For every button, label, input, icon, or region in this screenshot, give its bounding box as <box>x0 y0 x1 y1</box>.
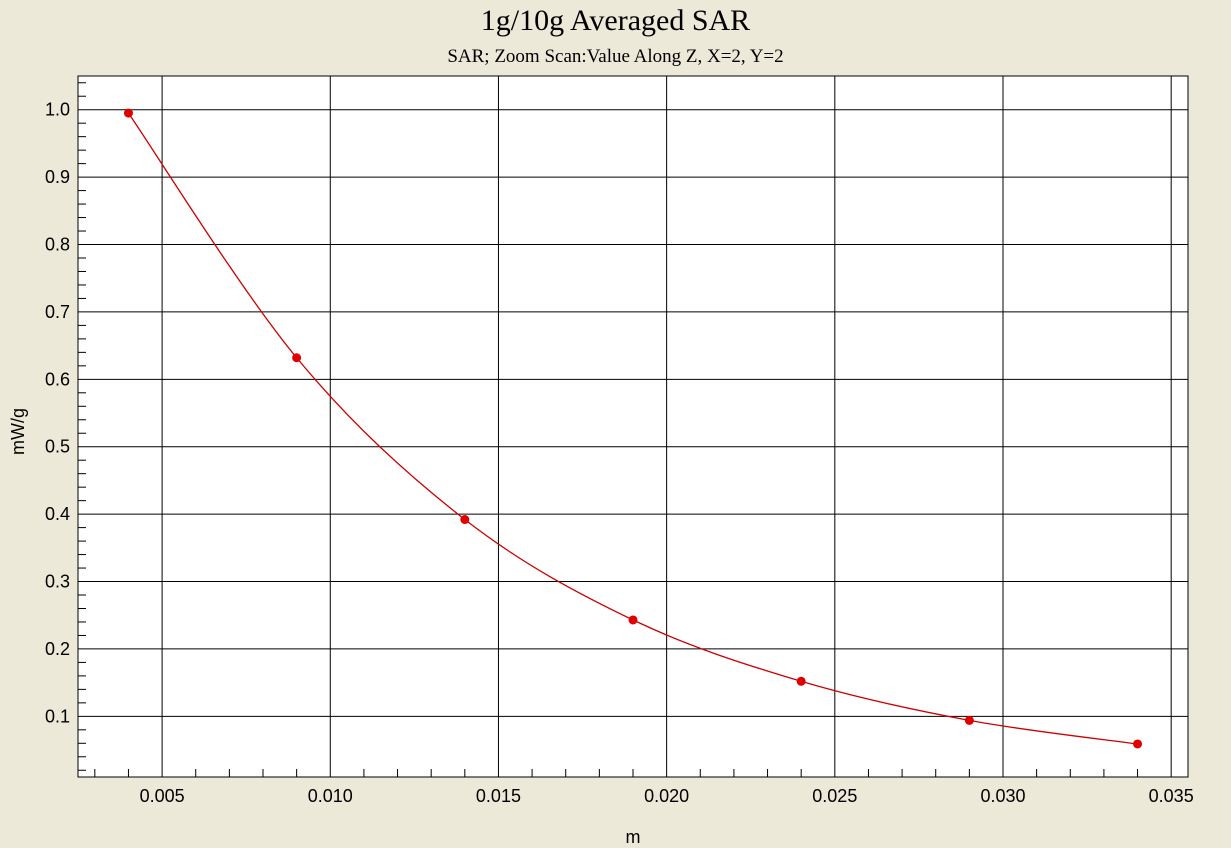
y-axis-label: mW/g <box>8 408 28 455</box>
y-tick-labels: 0.1 0.2 0.3 0.4 0.5 0.6 0.7 0.8 0.9 1.0 <box>45 100 70 727</box>
x-axis-label: m <box>626 827 641 847</box>
data-point <box>292 353 302 363</box>
grid-lines <box>78 76 1188 777</box>
x-tick-label: 0.015 <box>476 786 521 806</box>
y-tick-label: 0.6 <box>45 369 70 389</box>
data-point <box>628 615 638 625</box>
y-tick-label: 0.9 <box>45 167 70 187</box>
y-tick-label: 0.8 <box>45 235 70 255</box>
data-point <box>123 108 133 118</box>
y-tick-label: 0.1 <box>45 706 70 726</box>
x-tick-label: 0.035 <box>1149 786 1194 806</box>
data-point <box>1133 739 1143 749</box>
data-point <box>796 676 806 686</box>
x-tick-labels: 0.005 0.010 0.015 0.020 0.025 0.030 0.035 <box>140 786 1194 806</box>
y-tick-label: 0.4 <box>45 504 70 524</box>
y-tick-label: 0.5 <box>45 437 70 457</box>
data-point <box>460 515 470 525</box>
x-tick-label: 0.030 <box>980 786 1025 806</box>
plot-area <box>77 75 1189 778</box>
x-tick-label: 0.005 <box>140 786 185 806</box>
data-points <box>123 108 1143 749</box>
y-tick-label: 0.2 <box>45 639 70 659</box>
chart-title: 1g/10g Averaged SAR <box>480 4 751 37</box>
x-tick-label: 0.010 <box>308 786 353 806</box>
minor-ticks <box>78 82 1139 777</box>
y-tick-label: 0.7 <box>45 302 70 322</box>
x-tick-label: 0.025 <box>812 786 857 806</box>
x-tick-label: 0.020 <box>644 786 689 806</box>
chart-subtitle: SAR; Zoom Scan:Value Along Z, X=2, Y=2 <box>447 46 784 67</box>
y-tick-label: 0.3 <box>45 572 70 592</box>
data-point <box>964 715 974 725</box>
y-tick-label: 1.0 <box>45 100 70 120</box>
